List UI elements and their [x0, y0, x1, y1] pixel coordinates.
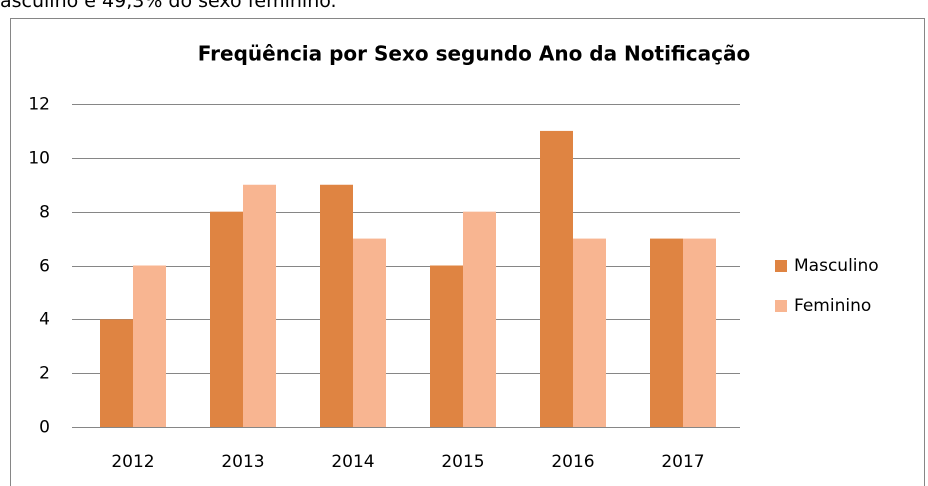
bar — [210, 211, 243, 427]
x-tick-label: 2015 — [441, 452, 484, 472]
bar — [430, 265, 463, 427]
bar — [353, 238, 386, 427]
bar — [683, 238, 716, 427]
y-tick-label: 8 — [39, 203, 50, 223]
bar — [463, 211, 496, 427]
x-tick-label: 2012 — [111, 452, 154, 472]
bar — [650, 238, 683, 427]
y-tick-label: 12 — [28, 95, 50, 115]
x-tick-label: 2016 — [551, 452, 594, 472]
y-tick-label: 0 — [39, 418, 50, 438]
bar — [573, 238, 606, 427]
bar — [320, 184, 353, 427]
legend-label: Masculino — [794, 256, 879, 276]
bar — [243, 184, 276, 427]
caption-text: asculino e 49,3% do sexo feminino. — [0, 0, 337, 12]
chart-title: Freqüência por Sexo segundo Ano da Notif… — [198, 42, 750, 66]
x-tick-label: 2017 — [661, 452, 704, 472]
y-tick-label: 6 — [39, 257, 50, 277]
y-tick-label: 10 — [28, 149, 50, 169]
x-tick-label: 2014 — [331, 452, 374, 472]
legend-swatch — [775, 260, 787, 272]
legend-label: Feminino — [794, 296, 871, 316]
legend-swatch — [775, 300, 787, 312]
y-tick-label: 2 — [39, 364, 50, 384]
bar — [133, 265, 166, 427]
bar — [540, 130, 573, 427]
x-tick-label: 2013 — [221, 452, 264, 472]
bar — [100, 319, 133, 427]
y-tick-label: 4 — [39, 310, 50, 330]
